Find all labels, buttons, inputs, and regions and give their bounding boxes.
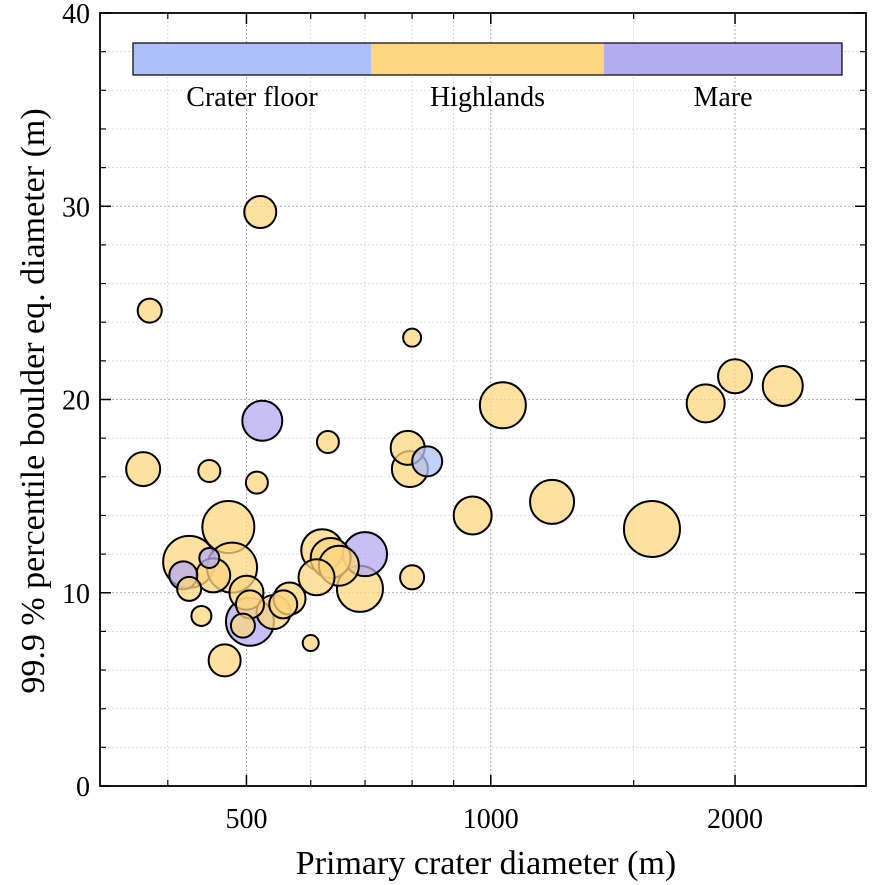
bubble-mare — [198, 546, 221, 569]
bubble-crater-floor — [411, 445, 444, 478]
bubble-highlands — [622, 499, 681, 558]
legend-bar: Crater floor Highlands Mare — [132, 42, 843, 113]
legend-label: Crater floor — [186, 82, 318, 113]
y-tick-label: 0 — [76, 772, 90, 803]
bubble-highlands — [136, 297, 163, 324]
y-tick-label: 30 — [62, 192, 90, 223]
bubble-highlands — [207, 643, 242, 678]
x-tick-label: 500 — [225, 804, 267, 835]
y-tick-label: 40 — [62, 0, 90, 30]
bubble-highlands — [452, 495, 493, 536]
bubbles-layer — [125, 195, 804, 678]
bubble-highlands — [243, 195, 278, 230]
bubble-highlands — [315, 430, 340, 455]
bubble-highlands — [402, 327, 423, 348]
legend-label: Mare — [693, 82, 752, 113]
bubble-highlands — [301, 633, 320, 652]
bubble-highlands — [297, 558, 336, 597]
legend-label: Highlands — [430, 82, 545, 113]
bubble-highlands — [125, 451, 162, 488]
legend-swatch-crater-floor — [133, 43, 371, 75]
bubble-highlands — [190, 604, 213, 627]
legend-swatch-highlands — [371, 43, 604, 75]
bubble-highlands — [176, 575, 203, 602]
axis-ticks — [100, 12, 866, 787]
y-tick-labels: 0 10 20 30 40 — [62, 0, 90, 803]
legend-swatch-mare — [604, 43, 842, 75]
y-tick-label: 10 — [62, 579, 90, 610]
x-tick-label: 1000 — [463, 804, 519, 835]
bubble-mare — [241, 399, 284, 442]
y-tick-label: 20 — [62, 386, 90, 417]
bubble-highlands — [717, 358, 754, 395]
y-axis-title: 99.9 % percentile boulder eq. diameter (… — [15, 108, 52, 693]
legend-border — [132, 42, 843, 76]
bubble-highlands — [399, 564, 426, 591]
grid-lines — [100, 13, 866, 786]
bubble-highlands — [268, 589, 299, 620]
bubble-highlands — [478, 381, 527, 430]
x-tick-label: 2000 — [707, 804, 763, 835]
bubble-highlands — [244, 470, 269, 495]
bubble-highlands — [229, 612, 256, 639]
x-axis-title: Primary crater diameter (m) — [296, 845, 676, 882]
x-tick-labels: 500 1000 2000 — [225, 804, 763, 835]
bubble-highlands — [529, 478, 576, 525]
bubble-highlands — [761, 364, 804, 407]
bubble-highlands — [197, 459, 222, 484]
bubble-highlands — [685, 383, 726, 424]
